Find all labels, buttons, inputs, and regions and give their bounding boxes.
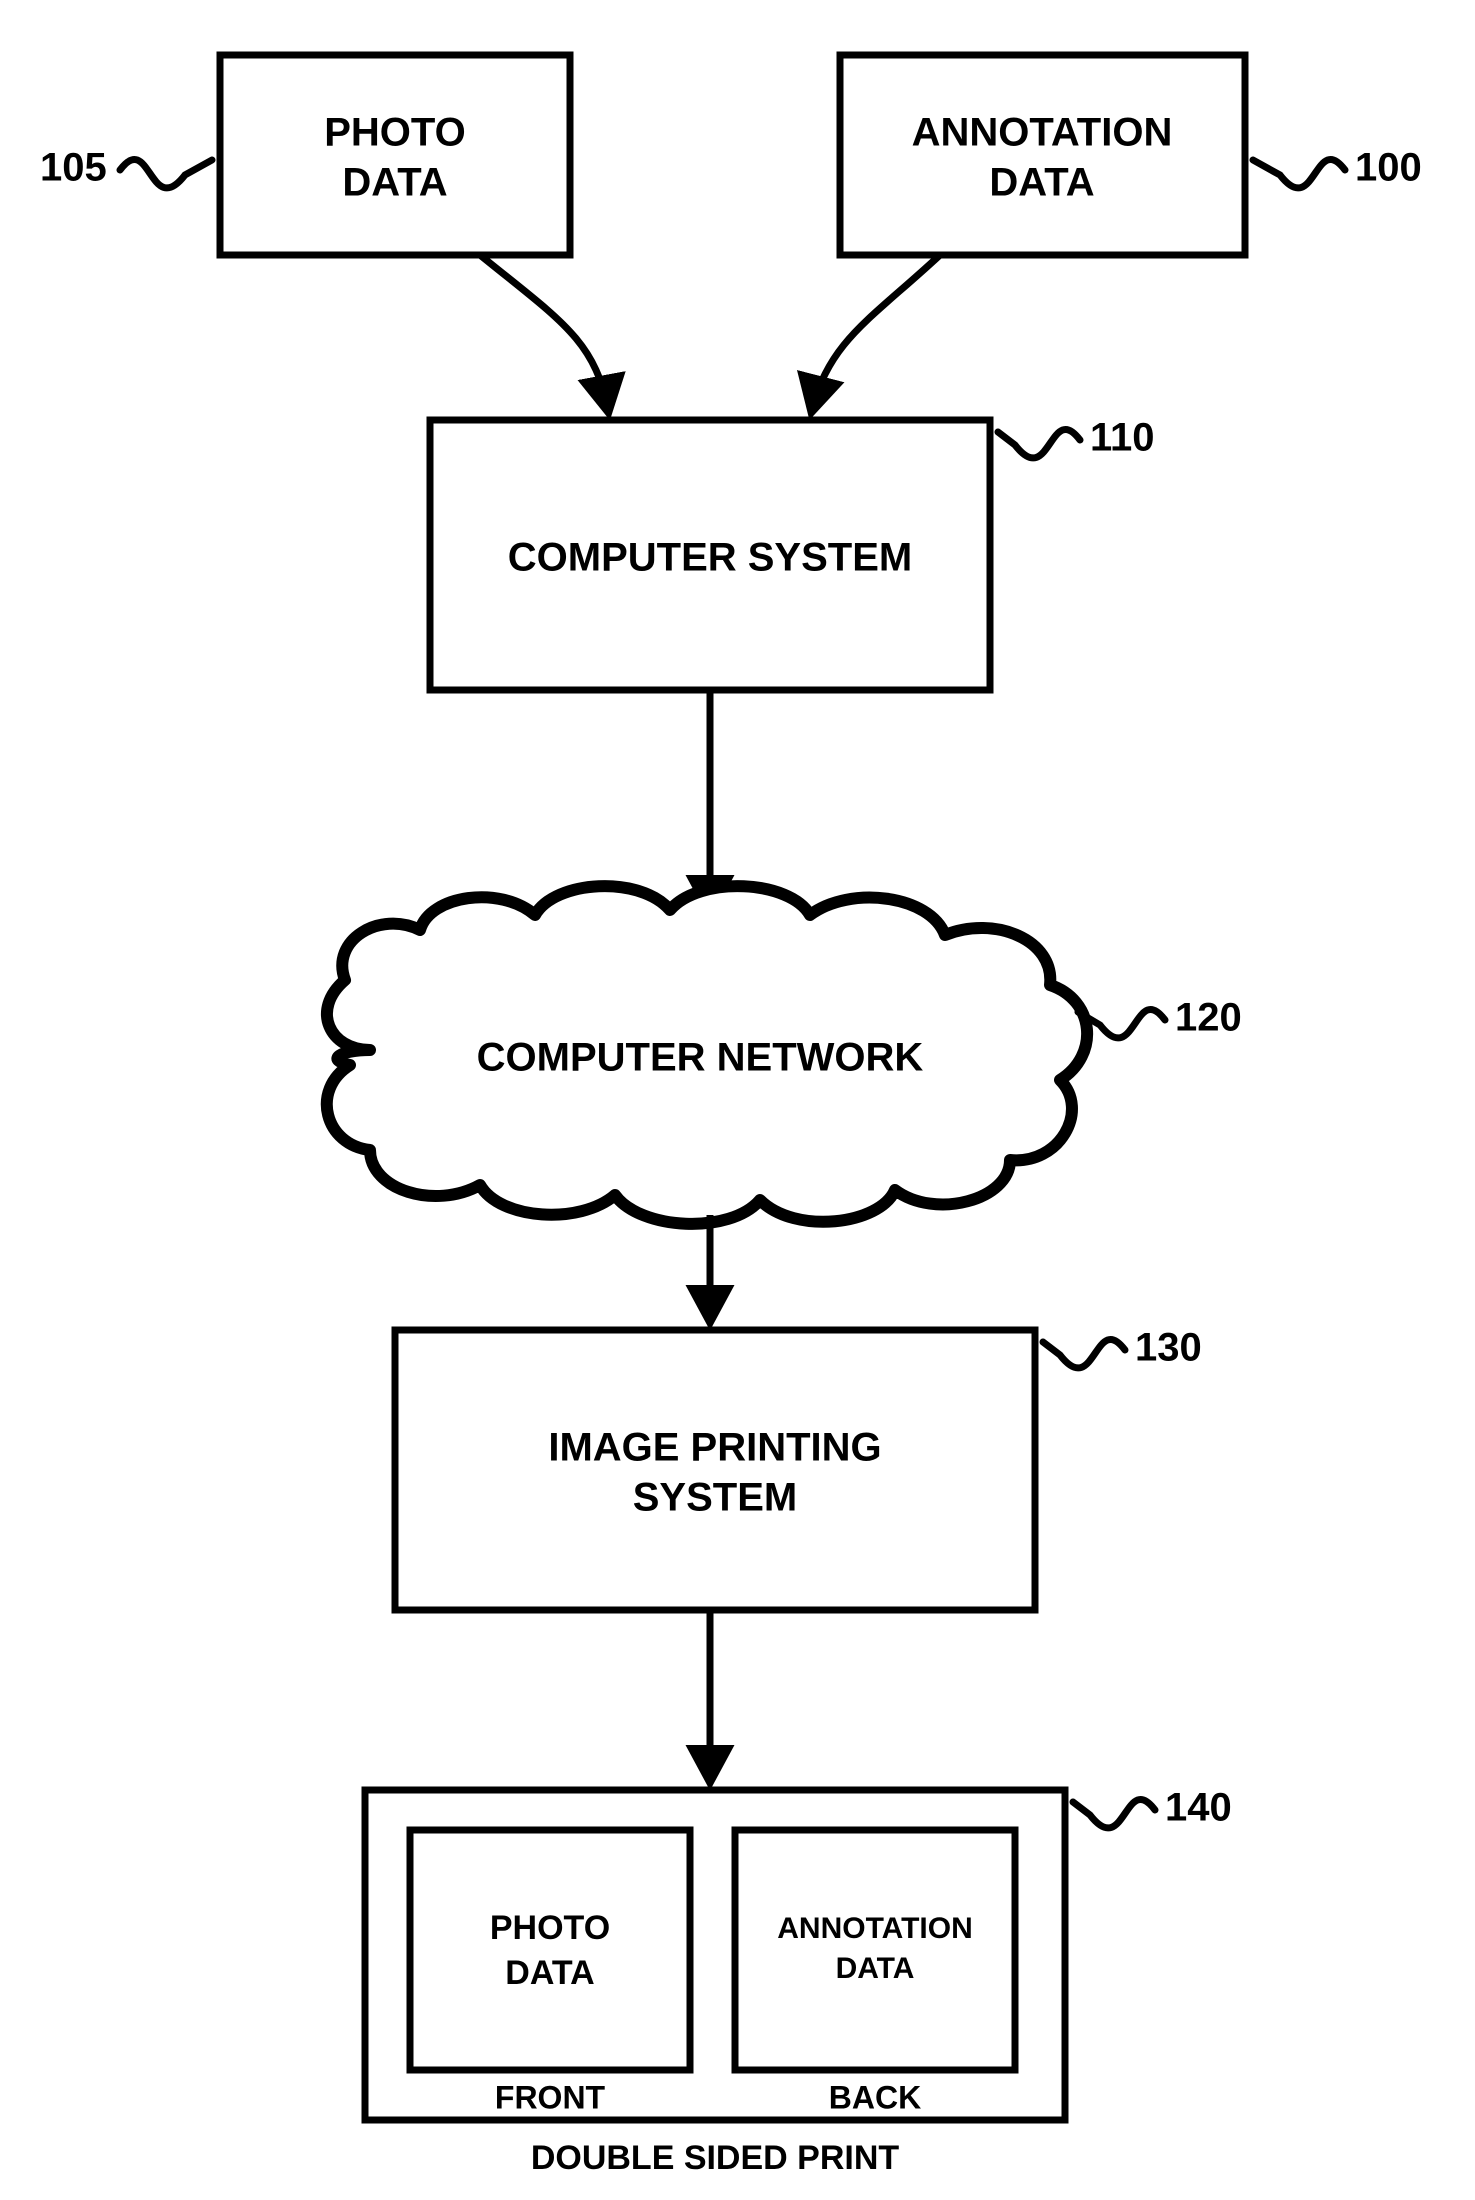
ref-label-120: 120: [1175, 996, 1242, 1040]
computer-system-label: COMPUTER SYSTEM: [508, 536, 912, 580]
ref-label-100: 100: [1355, 146, 1422, 190]
photo-data-node: [220, 55, 570, 255]
back-panel: [735, 1830, 1015, 2070]
ref-label-105: 105: [40, 146, 107, 190]
ref-label-140: 140: [1165, 1786, 1232, 1830]
photo-data-label-2: DATA: [342, 161, 447, 205]
ref-arrow-110: [998, 429, 1080, 457]
annotation-data-node: [840, 55, 1245, 255]
computer-network-label: COMPUTER NETWORK: [477, 1036, 924, 1080]
front-sublabel: FRONT: [495, 2079, 606, 2115]
front-label-1: PHOTO: [490, 1909, 610, 1947]
ref-arrow-100: [1253, 159, 1345, 187]
photo-data-label-1: PHOTO: [324, 111, 466, 155]
back-label-1: ANNOTATION: [777, 1912, 973, 1945]
ref-arrow-140: [1073, 1799, 1155, 1827]
edge-annotation-to-computer: [812, 255, 940, 410]
front-panel: [410, 1830, 690, 2070]
front-label-2: DATA: [505, 1954, 594, 1992]
back-sublabel: BACK: [829, 2079, 921, 2115]
flowchart-diagram: PHOTO DATA 105 ANNOTATION DATA 100 COMPU…: [0, 0, 1475, 2200]
back-label-2: DATA: [836, 1952, 915, 1985]
ref-arrow-130: [1043, 1339, 1125, 1367]
image-printing-label-1: IMAGE PRINTING: [548, 1426, 881, 1470]
image-printing-label-2: SYSTEM: [633, 1476, 797, 1520]
annotation-data-label-1: ANNOTATION: [912, 111, 1173, 155]
double-sided-caption: DOUBLE SIDED PRINT: [531, 2139, 900, 2177]
ref-label-110: 110: [1090, 416, 1155, 460]
image-printing-system-node: [395, 1330, 1035, 1610]
ref-arrow-105: [120, 159, 212, 187]
annotation-data-label-2: DATA: [989, 161, 1094, 205]
ref-label-130: 130: [1135, 1326, 1202, 1370]
edge-photo-to-computer: [480, 255, 608, 410]
